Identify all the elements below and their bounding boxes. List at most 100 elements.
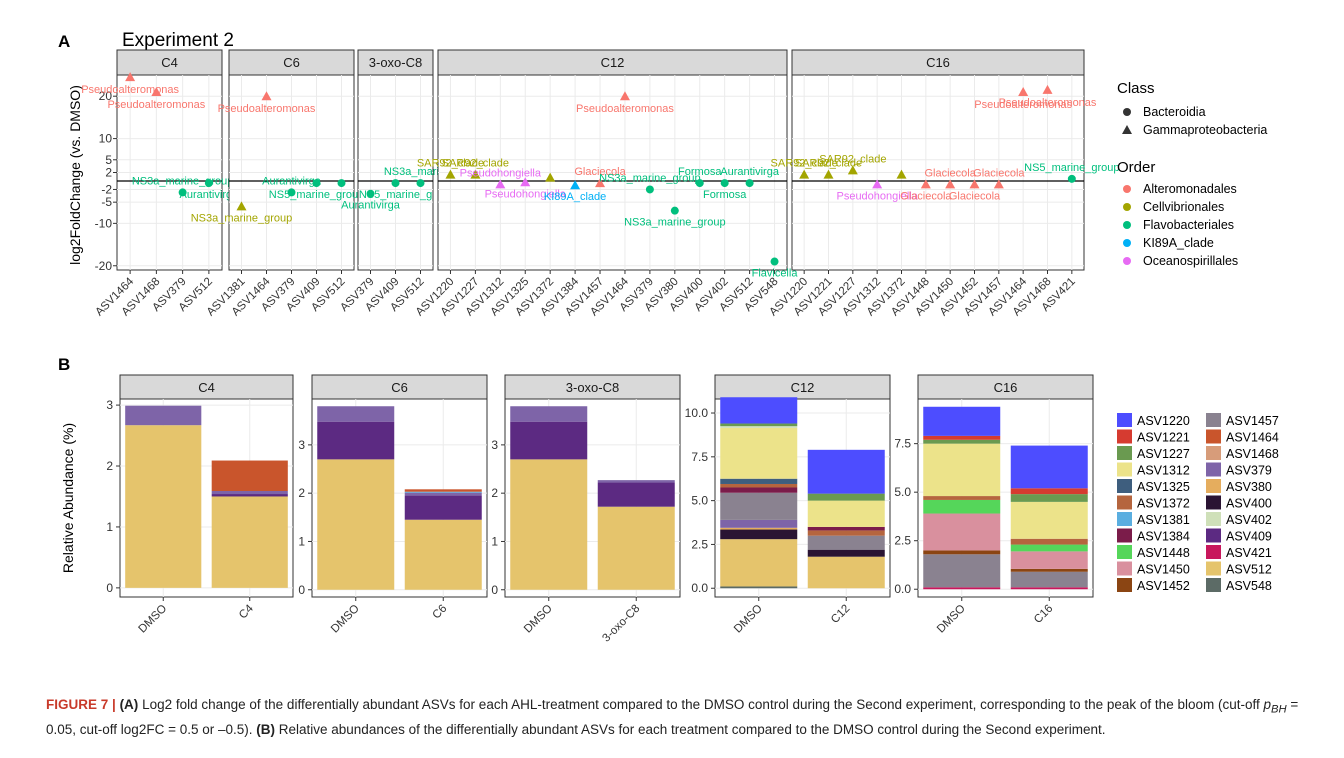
point-label: NS3a_marine_group [191, 212, 293, 224]
y-tick-label: 5.0 [691, 494, 708, 508]
x-tick-label: C16 [1032, 603, 1055, 626]
x-tick-label: 3-oxo-C8 [600, 603, 642, 645]
point-label: KI89A_clade [544, 191, 606, 203]
bar-segment-ASV379 [317, 406, 395, 422]
point-ASV1221 [823, 169, 834, 179]
facet-a-C4: C4ASV1464ASV1468ASV379ASV512Pseudoaltero… [81, 49, 239, 318]
legend-swatch-ASV1227 [1117, 446, 1132, 460]
bar-segment-ASV1457 [923, 554, 1001, 588]
legend-swatch-ASV1384 [1117, 528, 1132, 543]
point-ASV1464 [619, 91, 630, 101]
bar-segment-ASV409 [597, 482, 675, 507]
legend-swatch-ASV1468 [1206, 446, 1221, 460]
y-tick-label: 0.0 [691, 581, 708, 595]
y-tick-label: 2 [491, 486, 498, 500]
bar-segment-ASV402 [720, 426, 798, 428]
bar-segment-ASV1384 [807, 526, 885, 531]
y-tick-label: 1 [106, 520, 113, 534]
legend-swatch-ASV1448 [1117, 545, 1132, 559]
y-tick-label: 2 [106, 459, 113, 473]
y-tick-label: 0.0 [894, 582, 911, 596]
bar-segment-ASV380 [720, 527, 798, 530]
point-label: Glaciecola [900, 190, 952, 202]
point-label: Pseudoalteromonas [218, 103, 316, 115]
bar-segment-ASV1464 [404, 489, 482, 492]
point-ASV1372 [545, 172, 556, 182]
facet-b-C12: C12 0.0 2.5 5.0 7.5 10.0 DMSO C12 [685, 374, 891, 636]
bar-segment-ASV379 [404, 492, 482, 496]
y-tick-label: 7.5 [894, 437, 911, 451]
legend-swatch-ASV1450 [1117, 561, 1132, 576]
figure-caption: FIGURE 7 | (A) Log2 fold change of the d… [46, 695, 1306, 740]
bar-segment-ASV548 [720, 586, 798, 589]
legend-swatch-ASV1457 [1206, 413, 1221, 427]
legend-class-label: Bacteroidia [1143, 105, 1206, 119]
x-tick-label: C4 [237, 602, 256, 621]
y-tick-label: 0 [298, 583, 305, 597]
bar-segment-ASV1312 [807, 500, 885, 527]
bar-segment-ASV1450 [923, 513, 1001, 551]
bar-segment-ASV512 [720, 539, 798, 587]
legend-swatch-ASV409 [1206, 528, 1221, 543]
point-ASV1464 [125, 72, 136, 82]
bar-segment-ASV1372 [807, 530, 885, 536]
legend-order-label: Alteromonadales [1143, 182, 1237, 196]
legend-swatch-ASV1381 [1117, 512, 1132, 526]
legend-key-order [1123, 203, 1131, 211]
bar-segment-ASV1227 [923, 439, 1001, 444]
bar-segment-ASV379 [720, 519, 798, 528]
point-label: Pseudoalteromonas [107, 99, 205, 111]
bar-segment-ASV1372 [923, 496, 1001, 500]
y-tick-label: 2.5 [691, 537, 708, 551]
x-tick-label: DMSO [935, 603, 968, 636]
point-ASV512 [204, 179, 213, 188]
y-tick-label: 7.5 [691, 450, 708, 464]
panel-a-legend: Class Bacteroidia Gammaproteobacteria Order… [1117, 80, 1267, 268]
bar-segment-ASV1312 [1010, 501, 1088, 539]
y-tick-label: 0 [106, 581, 113, 595]
bar-segment-ASV1325 [720, 478, 798, 484]
bar-segment-ASV1221 [1010, 488, 1088, 495]
point-label: Pseudoalteromonas [81, 84, 179, 96]
point-ASV1452 [969, 179, 980, 189]
legend-class-title: Class [1117, 80, 1155, 97]
bar-segment-ASV1457 [807, 535, 885, 550]
x-tick-label: DMSO [522, 603, 555, 636]
legend-asv-label: ASV380 [1226, 480, 1272, 494]
legend-asv-label: ASV1450 [1137, 563, 1190, 577]
bar-segment-ASV400 [807, 549, 885, 557]
point-label: Pseudohongiella [460, 167, 542, 179]
point-label: Pseudohongiella [485, 188, 567, 200]
point-ASV1227 [847, 165, 858, 175]
point-label: NS5_marine_group [269, 189, 364, 201]
bar-segment-ASV1372 [720, 483, 798, 488]
legend-swatch-ASV1220 [1117, 413, 1132, 427]
panel-b-letter: B [58, 355, 70, 374]
point-label: SAR92_clade [795, 158, 862, 170]
legend-swatch-ASV421 [1206, 545, 1221, 559]
bar-segment-ASV1452 [1010, 568, 1088, 572]
legend-swatch-ASV379 [1206, 462, 1221, 477]
legend-key-order [1123, 185, 1131, 193]
bar-segment-ASV1220 [720, 397, 798, 424]
bar-segment-ASV1457 [1010, 571, 1088, 588]
caption-pbh-p: p [1263, 697, 1272, 712]
bar-segment-ASV421 [923, 587, 1001, 590]
experiment-title: Experiment 2 [122, 30, 234, 51]
legend-order-label: Cellvibrionales [1143, 200, 1224, 214]
point-label: NS5_marine_g [359, 189, 432, 201]
legend-order-title: Order [1117, 159, 1155, 176]
point-label: Glaciecola [949, 190, 1001, 202]
bar-segment-ASV1227 [807, 493, 885, 501]
facet-title: C16 [926, 55, 950, 70]
bar-segment-ASV1448 [923, 499, 1001, 514]
point-ASV1457 [993, 179, 1004, 189]
legend-order-label: Oceanospirillales [1143, 254, 1238, 268]
legend-asv-label: ASV1312 [1137, 464, 1190, 478]
point-ASV409 [391, 179, 400, 188]
legend-asv-label: ASV1221 [1137, 431, 1190, 445]
caption-panel-a-tag: (A) [119, 697, 139, 712]
legend-order-label: KI89A_clade [1143, 236, 1214, 250]
legend-asv-label: ASV1325 [1137, 480, 1190, 494]
